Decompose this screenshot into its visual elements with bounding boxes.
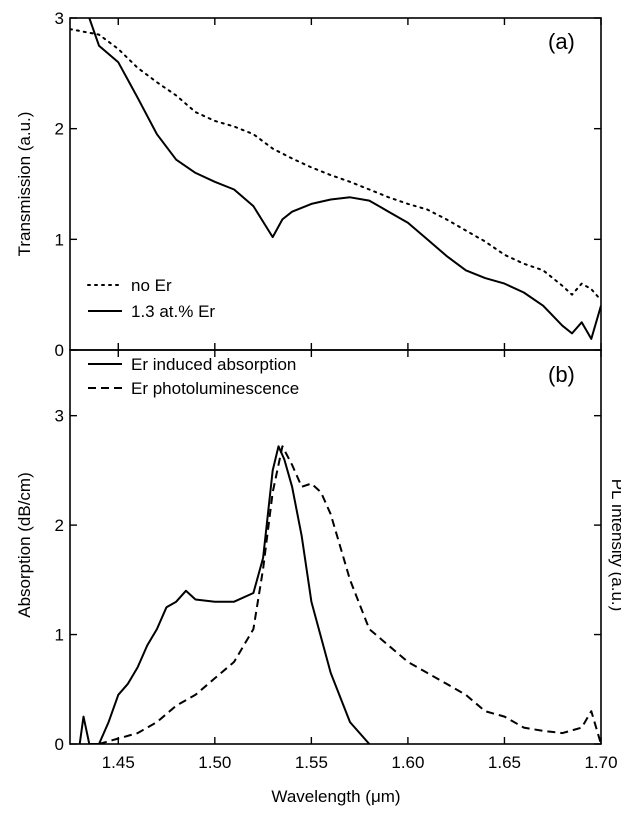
- y-tick-label: 3: [55, 407, 64, 426]
- panel-b-y-axis-label: Absorption (dB/cm): [15, 472, 34, 618]
- panel-b-series: [78, 445, 601, 744]
- x-tick-label: 1.45: [102, 753, 135, 772]
- y-tick-label: 2: [55, 120, 64, 139]
- legend-label-no-er: no Er: [131, 276, 172, 295]
- x-tick-label: 1.70: [584, 753, 617, 772]
- panel-a-series: [70, 18, 601, 340]
- panel-a: 0 1 2 3 (a) Transmission (a.u.) no Er 1.3 a…: [15, 9, 602, 360]
- legend-label-pl: Er photoluminescence: [131, 379, 299, 398]
- panel-a-label: (a): [548, 29, 575, 54]
- panel-b-right-axis-label: PL Intensity (a.u.): [608, 479, 621, 612]
- panel-b-y-ticks: 0 1 2 3: [55, 407, 601, 754]
- series-line-a-1: [88, 18, 601, 340]
- series-line-a-0: [70, 28, 601, 302]
- x-tick-label: 1.60: [391, 753, 424, 772]
- x-tick-label: 1.65: [488, 753, 521, 772]
- panel-a-legend: no Er 1.3 at.% Er: [87, 276, 215, 321]
- panel-b: 0 1 2 3 1.45 1.50 1.55 1.60 1.65 1.70 (b) Absorp…: [15, 349, 621, 806]
- y-tick-label: 1: [55, 230, 64, 249]
- x-tick-label: 1.50: [198, 753, 231, 772]
- panel-b-legend: Er induced absorption Er photoluminescen…: [88, 355, 299, 398]
- panel-a-y-axis-label: Transmission (a.u.): [15, 112, 34, 257]
- y-tick-label: 2: [55, 516, 64, 535]
- panel-b-label: (b): [548, 362, 575, 387]
- x-tick-label: 1.55: [295, 753, 328, 772]
- panel-a-x-ticks: [117, 18, 602, 350]
- legend-label-absorption: Er induced absorption: [131, 355, 296, 374]
- y-tick-label: 1: [55, 626, 64, 645]
- y-tick-label: 3: [55, 9, 64, 28]
- y-tick-label: 0: [55, 341, 64, 360]
- series-line-b-1: [98, 445, 601, 744]
- panel-b-x-ticks: 1.45 1.50 1.55 1.60 1.65 1.70: [102, 350, 618, 772]
- y-tick-label: 0: [55, 735, 64, 754]
- x-axis-label: Wavelength (μm): [271, 787, 400, 806]
- series-line-b-0: [78, 445, 371, 744]
- legend-label-er: 1.3 at.% Er: [131, 302, 215, 321]
- panel-b-plot-frame: [69, 349, 602, 745]
- panel-a-plot-frame: [69, 17, 602, 351]
